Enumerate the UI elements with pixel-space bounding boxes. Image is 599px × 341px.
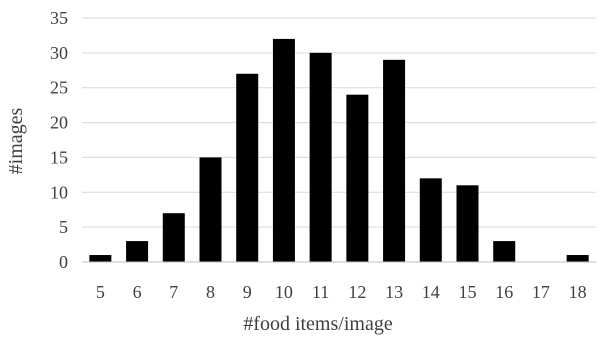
x-tick-label: 5 xyxy=(96,282,105,302)
y-tick-label: 0 xyxy=(59,252,68,272)
y-tick-label: 35 xyxy=(50,8,68,28)
bar-15 xyxy=(456,185,479,262)
y-tick-label: 15 xyxy=(50,147,68,167)
x-tick-label: 14 xyxy=(422,282,440,302)
x-axis-title: #food items/image xyxy=(243,313,393,335)
bar-16 xyxy=(493,241,516,262)
x-tick-label: 8 xyxy=(206,282,215,302)
bar-14 xyxy=(419,178,442,262)
x-tick-label: 10 xyxy=(275,282,293,302)
x-tick-label: 9 xyxy=(243,282,252,302)
y-axis-title: #images xyxy=(5,107,27,174)
y-tick-label: 10 xyxy=(50,182,68,202)
bar-5 xyxy=(89,255,112,262)
x-tick-label: 16 xyxy=(495,282,513,302)
gridlines xyxy=(82,17,596,228)
x-tick-label: 6 xyxy=(133,282,142,302)
x-tick-label: 7 xyxy=(169,282,178,302)
y-tick-label: 30 xyxy=(50,43,68,63)
bar-18 xyxy=(566,255,589,262)
bar-6 xyxy=(126,241,149,262)
y-tick-label: 5 xyxy=(59,217,68,237)
bar-12 xyxy=(346,94,369,262)
bar-7 xyxy=(162,213,185,262)
y-tick-label: 25 xyxy=(50,78,68,98)
x-tick-label: 18 xyxy=(569,282,587,302)
x-tick-label: 15 xyxy=(459,282,477,302)
x-tick-label: 17 xyxy=(532,282,550,302)
bar-11 xyxy=(309,52,332,262)
bar-9 xyxy=(236,73,259,263)
tick-labels: 0 5 10 15 20 25 30 35 5 6 7 8 9 10 11 12 13 14 15 16 17 18 xyxy=(50,8,587,302)
x-tick-label: 11 xyxy=(312,282,329,302)
y-tick-label: 20 xyxy=(50,113,68,133)
x-tick-label: 12 xyxy=(348,282,366,302)
x-tick-label: 13 xyxy=(385,282,403,302)
bars xyxy=(89,38,589,263)
bar-10 xyxy=(272,38,295,262)
bar-13 xyxy=(383,59,406,263)
bar-8 xyxy=(199,157,222,262)
